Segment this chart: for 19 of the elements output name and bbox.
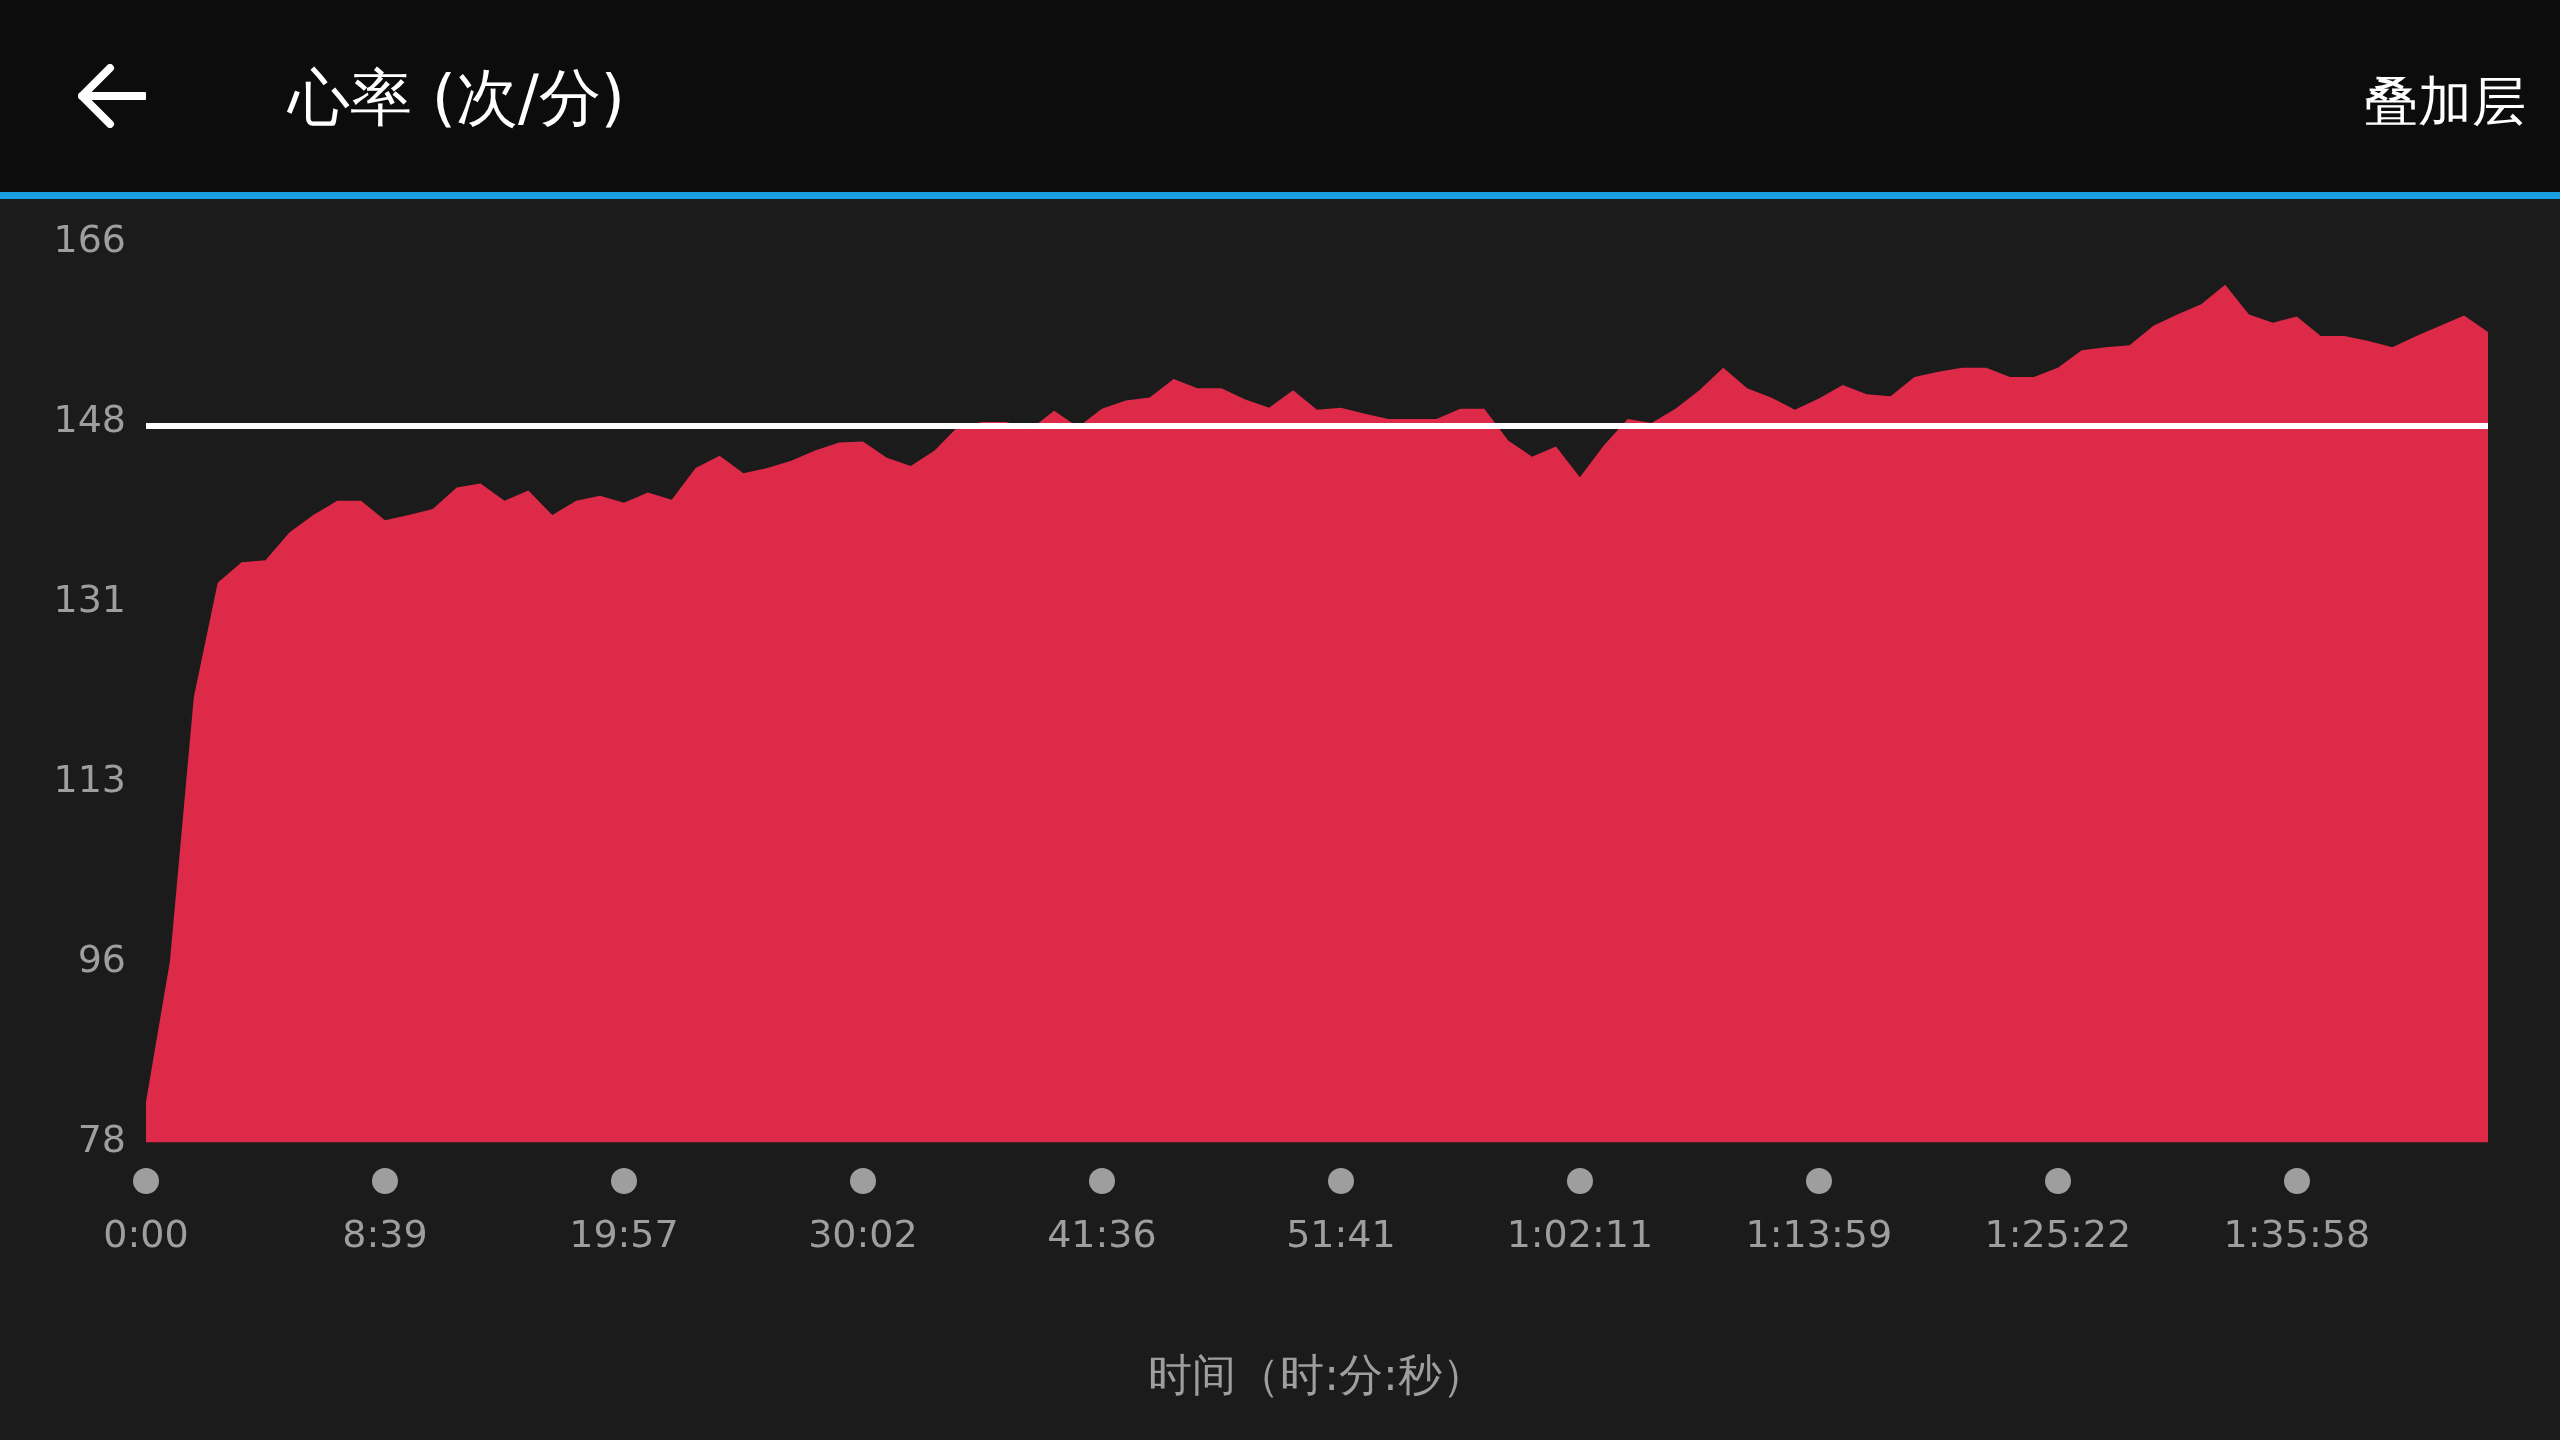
y-tick-label: 148 xyxy=(53,396,126,441)
x-tick-label: 1:35:58 xyxy=(2223,1212,2371,1257)
x-tick-label: 41:36 xyxy=(1047,1212,1157,1257)
x-tick-label: 8:39 xyxy=(342,1212,428,1257)
y-tick-label: 78 xyxy=(77,1117,126,1162)
x-axis-title: 时间（时:分:秒） xyxy=(1148,1349,1486,1401)
x-tick-label: 0:00 xyxy=(103,1212,189,1257)
x-tick-label: 1:02:11 xyxy=(1506,1212,1654,1257)
y-tick-label: 131 xyxy=(53,576,126,621)
x-tick-label: 19:57 xyxy=(569,1212,679,1257)
y-tick-label: 113 xyxy=(53,757,126,802)
x-tick-label: 30:02 xyxy=(808,1212,918,1257)
text: 叠加层 xyxy=(2364,69,2526,135)
x-tick-label: 51:41 xyxy=(1286,1212,1396,1257)
x-tick-label: 1:25:22 xyxy=(1984,1212,2132,1257)
y-tick-label: 96 xyxy=(77,937,126,982)
chart-title: 心率 (次/分) xyxy=(288,60,625,136)
y-tick-label: 166 xyxy=(53,216,126,261)
x-tick-label: 1:13:59 xyxy=(1745,1212,1893,1257)
